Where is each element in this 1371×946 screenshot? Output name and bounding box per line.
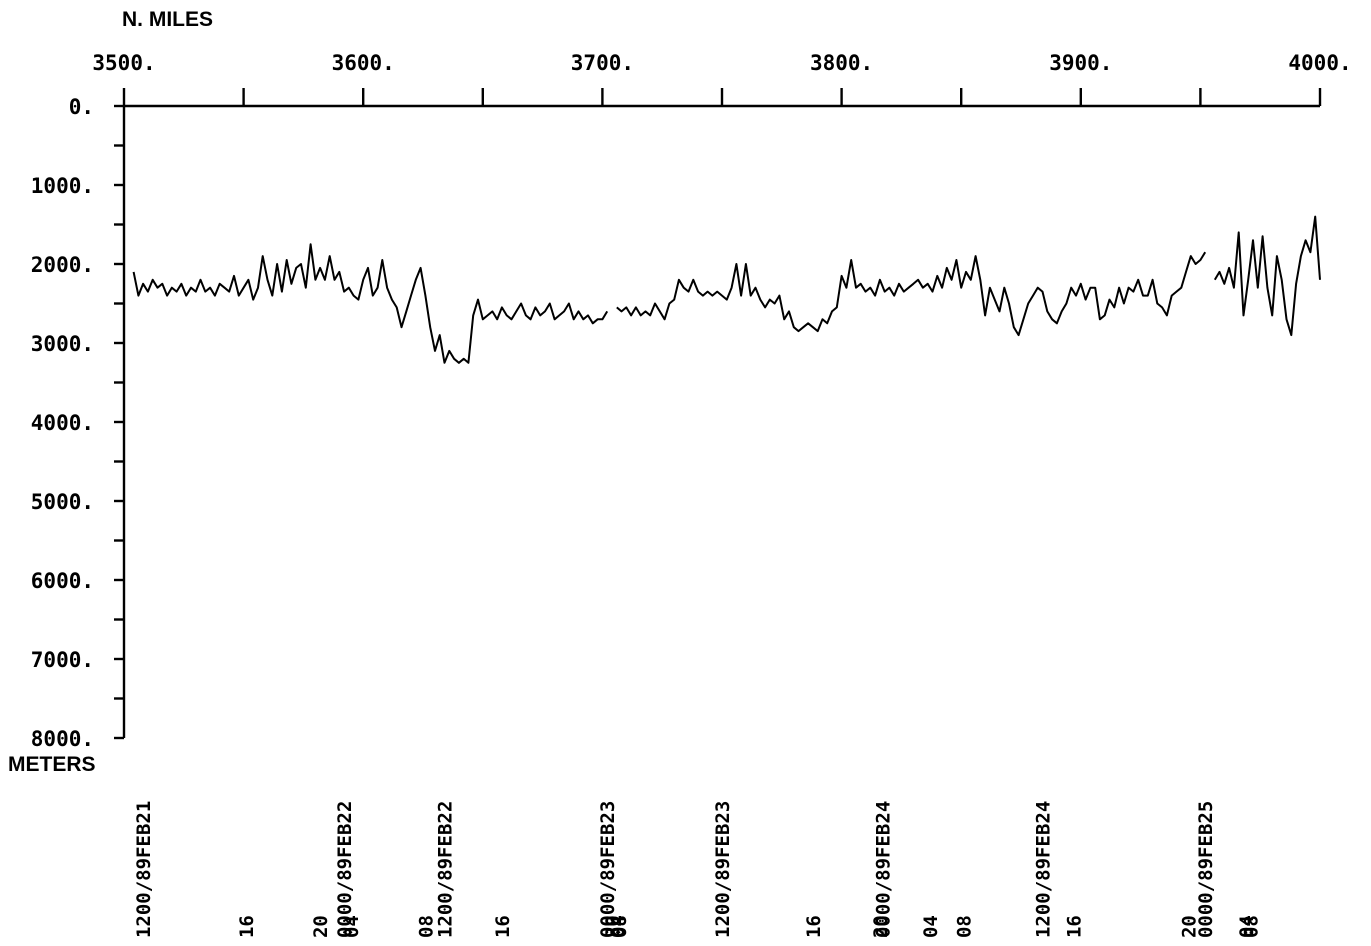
time-label: 16 [803,915,825,938]
y-axis-label: METERS [8,753,96,776]
time-label: 20 [602,915,624,938]
depth-series-line [132,243,609,364]
time-label: 0000/89FEB22 [334,801,356,938]
depth-series-line [1213,215,1321,337]
time-label: 08 [609,915,631,938]
x-tick-label: 3900. [1049,51,1112,75]
time-label: 16 [1064,915,1086,938]
time-label: 0000/89FEB25 [1195,801,1217,938]
time-label: 16 [236,915,258,938]
time-label: 20 [1178,915,1200,938]
time-label: 1200/89FEB24 [1033,801,1055,938]
time-label: 20 [310,915,332,938]
y-tick-label: 0. [69,95,94,119]
x-tick-label: 3500. [92,51,155,75]
y-tick-label: 7000. [31,648,94,672]
time-label: 0000/89FEB23 [597,801,619,938]
y-tick-label: 4000. [31,411,94,435]
y-tick-label: 1000. [31,174,94,198]
y-tick-label: 3000. [31,332,94,356]
series-group [132,215,1321,364]
time-label: 1200/89FEB22 [435,801,457,938]
x-tick-label: 4000. [1288,51,1351,75]
x-tick-label: 3800. [810,51,873,75]
time-label: 04 [341,915,363,938]
tick-labels: 3500. 3600. 3700. 3800. 3900. 4000. 0. 1000. 200… [31,51,1352,751]
x-axis-label: N. MILES [122,8,213,31]
time-label: 08 [1241,915,1263,938]
y-tick-label: 2000. [31,253,94,277]
time-label: 08 [415,915,437,938]
time-label: 08 [954,915,976,938]
time-label: 0000/89FEB24 [872,801,894,938]
time-label: 20 [870,915,892,938]
depth-series-line [616,251,1207,337]
y-tick-label: 5000. [31,490,94,514]
time-label: 1200/89FEB23 [712,801,734,938]
y-tick-label: 6000. [31,569,94,593]
time-label: 04 [607,915,629,938]
axes [114,88,1322,740]
time-label: 16 [492,915,514,938]
time-label: 1200/89FEB21 [133,801,155,938]
time-label: 04 [920,915,942,938]
x-tick-label: 3600. [332,51,395,75]
time-label: 04 [1236,915,1258,938]
x-tick-label: 3700. [571,51,634,75]
y-tick-label: 8000. [31,727,94,751]
